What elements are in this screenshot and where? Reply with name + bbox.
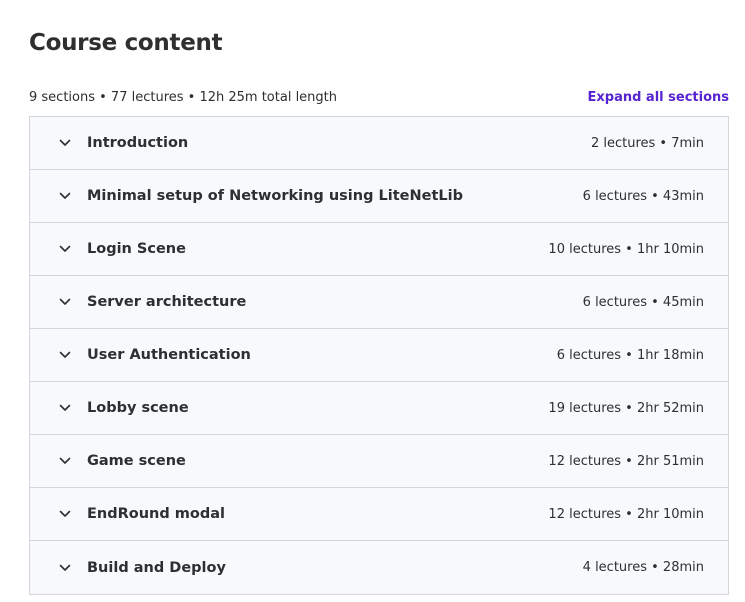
section-meta: 19 lectures • 2hr 52min <box>548 400 704 416</box>
section-meta: 12 lectures • 2hr 51min <box>548 453 704 469</box>
chevron-down-icon <box>58 295 72 309</box>
chevron-down-icon <box>58 136 72 150</box>
section-title: Lobby scene <box>87 400 189 416</box>
section-meta: 2 lectures • 7min <box>590 135 704 151</box>
section-title: Build and Deploy <box>87 559 226 576</box>
section-server-architecture[interactable]: Server architecture 6 lectures • 45min <box>30 276 728 329</box>
section-meta: 6 lectures • 43min <box>582 188 704 204</box>
section-build-and-deploy[interactable]: Build and Deploy 4 lectures • 28min <box>30 541 728 594</box>
chevron-down-icon <box>58 401 72 415</box>
section-login-scene[interactable]: Login Scene 10 lectures • 1hr 10min <box>30 223 728 276</box>
section-meta: 4 lectures • 28min <box>582 560 704 575</box>
section-meta: 6 lectures • 45min <box>582 294 704 310</box>
section-introduction[interactable]: Introduction 2 lectures • 7min <box>30 117 728 170</box>
chevron-down-icon <box>58 348 72 362</box>
section-meta: 12 lectures • 2hr 10min <box>548 506 704 522</box>
section-title: Minimal setup of Networking using LiteNe… <box>87 188 463 204</box>
course-summary: 9 sections • 77 lectures • 12h 25m total… <box>29 89 338 105</box>
section-meta: 10 lectures • 1hr 10min <box>548 241 704 257</box>
section-user-authentication[interactable]: User Authentication 6 lectures • 1hr 18m… <box>30 329 728 382</box>
section-title: Introduction <box>87 135 189 151</box>
expand-all-sections-button[interactable]: Expand all sections <box>587 89 730 105</box>
section-title: Game scene <box>87 453 186 469</box>
chevron-down-icon <box>58 561 72 575</box>
section-title: EndRound modal <box>87 506 226 522</box>
section-game-scene[interactable]: Game scene 12 lectures • 2hr 51min <box>30 435 728 488</box>
chevron-down-icon <box>58 242 72 256</box>
section-meta: 6 lectures • 1hr 18min <box>556 347 704 363</box>
section-title: Server architecture <box>87 294 247 310</box>
chevron-down-icon <box>58 454 72 468</box>
section-title: Login Scene <box>87 241 186 257</box>
section-lobby-scene[interactable]: Lobby scene 19 lectures • 2hr 52min <box>30 382 728 435</box>
sections-accordion: Introduction 2 lectures • 7min Minimal s… <box>29 116 729 595</box>
section-minimal-setup[interactable]: Minimal setup of Networking using LiteNe… <box>30 170 728 223</box>
section-endround-modal[interactable]: EndRound modal 12 lectures • 2hr 10min <box>30 488 728 541</box>
chevron-down-icon <box>58 189 72 203</box>
chevron-down-icon <box>58 507 72 521</box>
section-title: User Authentication <box>87 347 251 363</box>
page-title: Course content <box>29 30 223 56</box>
course-meta-row: 9 sections • 77 lectures • 12h 25m total… <box>29 88 729 106</box>
